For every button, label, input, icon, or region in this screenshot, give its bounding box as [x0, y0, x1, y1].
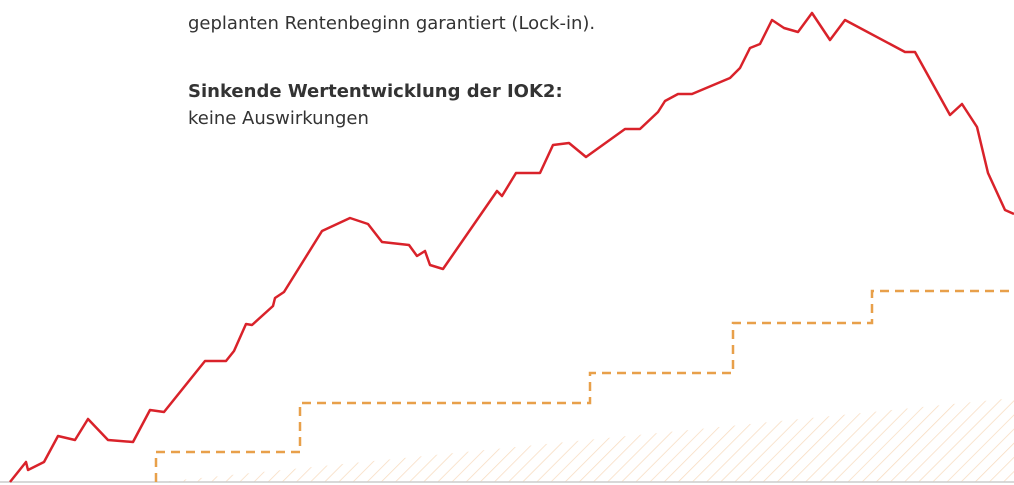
text-body: keine Auswirkungen: [188, 108, 369, 129]
heading: Sinkende Wertentwicklung der IOK2:: [188, 81, 563, 102]
text-line: geplanten Rentenbeginn garantiert (Lock-…: [188, 13, 596, 34]
guarantee-steps: [154, 289, 1014, 482]
hatched-area: [160, 398, 1014, 482]
value-line: [9, 11, 1014, 483]
